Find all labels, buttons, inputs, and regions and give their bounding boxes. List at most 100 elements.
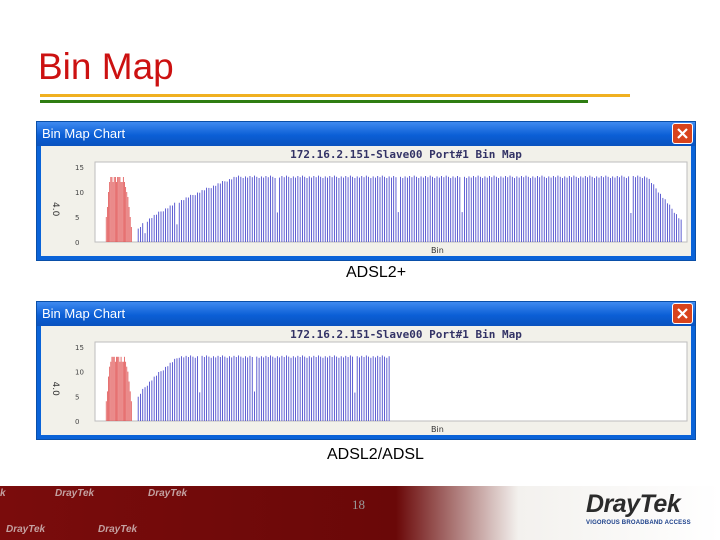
close-button[interactable] (672, 123, 693, 144)
bin-bar-blue (377, 176, 379, 242)
bin-bar-blue (144, 387, 146, 421)
bin-bar-blue (240, 356, 242, 421)
bin-bar-blue (365, 355, 367, 421)
y-tick-label: 5 (75, 393, 79, 401)
window-titlebar[interactable]: Bin Map Chart (37, 122, 695, 146)
bin-bar-red (109, 366, 111, 421)
bin-bar-blue (671, 208, 673, 242)
bin-bar-blue (632, 176, 634, 242)
bin-bar-blue (345, 176, 347, 242)
bin-bar-blue (224, 181, 226, 242)
bin-bar-blue (651, 183, 652, 242)
bin-bar-blue (235, 357, 237, 421)
bin-bar-blue (158, 211, 160, 242)
bin-bar-blue (548, 176, 550, 242)
bin-bar-blue (165, 208, 166, 242)
bin-bar-blue (587, 177, 588, 242)
bin-bar-blue (242, 178, 244, 242)
bin-bar-blue (596, 176, 598, 242)
bin-bar-blue (315, 357, 317, 421)
bin-bar-blue (676, 214, 677, 242)
bin-bar-red (122, 177, 124, 242)
bin-bar-blue (345, 355, 347, 421)
bin-bar-blue (550, 177, 552, 242)
bin-bar-blue (297, 176, 299, 242)
bin-bar-blue (288, 176, 290, 242)
bin-bar-blue (441, 176, 442, 242)
bin-bar-blue (267, 357, 269, 421)
bin-bar-red (120, 356, 122, 421)
bin-bar-red (112, 182, 114, 242)
bin-bar-blue (311, 357, 312, 421)
title-rule-bottom (40, 100, 588, 103)
bin-bar-blue (229, 179, 230, 242)
bin-bar-blue (589, 175, 591, 242)
bin-bar-blue (238, 355, 239, 421)
bin-bar-blue (231, 357, 233, 421)
bin-bar-blue (322, 178, 324, 242)
bin-bar-blue (194, 357, 196, 421)
bin-bar-blue (641, 178, 643, 242)
bin-bar-red (128, 381, 130, 421)
bin-bar-blue (174, 358, 176, 421)
bin-bar-blue (208, 187, 210, 242)
bin-bar-blue (667, 203, 668, 242)
bin-bar-blue (340, 356, 342, 421)
x-axis-label: Bin (431, 246, 444, 255)
bin-bar-blue (575, 176, 577, 242)
bin-bar-blue (292, 176, 294, 242)
bin-bar-blue (445, 175, 447, 242)
bin-bar-blue (213, 185, 214, 242)
bin-bar-blue (509, 175, 511, 242)
bin-bar-red (129, 391, 131, 421)
bin-bar-blue (281, 176, 283, 242)
bin-bar-red (116, 182, 117, 242)
bin-bar-blue (187, 357, 189, 421)
bin-bar-blue (432, 176, 433, 242)
bin-bar-blue (160, 211, 162, 242)
bin-bar-blue (333, 355, 335, 421)
bin-bar-blue (340, 176, 342, 242)
bin-bar-blue (210, 357, 212, 421)
bin-bar-blue (208, 356, 210, 421)
bin-bar-blue (295, 177, 296, 242)
bin-bar-blue (498, 178, 500, 242)
bin-bar-blue (258, 178, 260, 242)
bin-bar-blue (402, 178, 404, 242)
bin-bar-blue (185, 197, 187, 242)
window-titlebar[interactable]: Bin Map Chart (37, 302, 695, 326)
bin-bar-blue (153, 376, 155, 421)
bin-bar-blue (635, 177, 636, 242)
bin-bar-blue (361, 355, 363, 421)
bin-bar-red (111, 356, 113, 421)
bin-bar-red (108, 376, 109, 421)
bin-bar-blue (181, 200, 182, 242)
bin-bar-blue (222, 181, 223, 242)
bin-bar-blue (598, 177, 600, 242)
bin-bar-blue (142, 388, 144, 421)
bin-bar-blue (372, 176, 374, 242)
bin-bar-blue (386, 178, 388, 242)
bin-bar-blue (263, 357, 265, 421)
y-tick-label: 0 (75, 239, 79, 247)
bin-bar-blue (559, 176, 561, 242)
bin-bar-blue (203, 357, 205, 421)
bin-bar-blue (251, 357, 253, 421)
close-button[interactable] (672, 303, 693, 324)
bin-bar-blue (466, 178, 468, 242)
bin-bar-blue (302, 355, 303, 421)
bin-bar-blue (562, 178, 563, 242)
bin-bar-blue (625, 178, 627, 242)
bin-bar-blue (507, 177, 509, 242)
slide-footer: k DrayTek DrayTek DrayTek DrayTek (0, 486, 720, 540)
bin-bar-blue (573, 175, 575, 242)
bin-bar-blue (673, 212, 675, 242)
bin-bar-red (110, 361, 112, 421)
bin-bar-blue (660, 193, 661, 242)
bin-bar-blue (657, 192, 659, 242)
bin-bar-blue (655, 188, 657, 242)
bin-bar-blue (322, 357, 324, 421)
bin-bar-blue (272, 176, 274, 242)
bin-bar-blue (260, 176, 262, 242)
bin-map-chart-adsl2plus: 172.16.2.151-Slave00 Port#1 Bin Map 4.0 15… (50, 148, 688, 255)
